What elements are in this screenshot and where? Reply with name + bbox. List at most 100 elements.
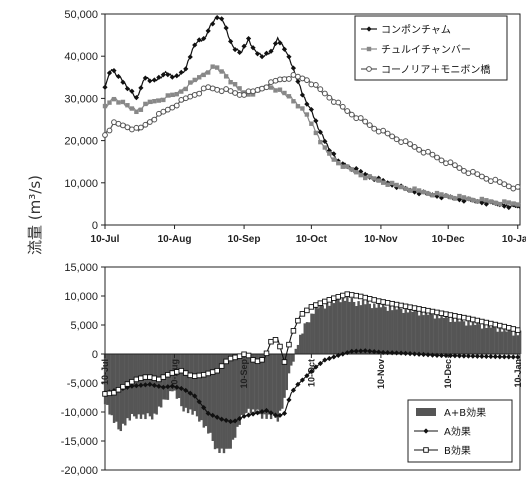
data-point <box>340 292 346 299</box>
data-point <box>196 372 202 379</box>
data-point <box>173 102 180 109</box>
data-point <box>483 353 489 360</box>
data-point <box>340 161 346 167</box>
data-point <box>429 352 436 358</box>
data-point <box>389 180 395 186</box>
data-point <box>362 118 369 125</box>
data-point <box>308 106 314 113</box>
bar <box>404 308 407 354</box>
data-point <box>416 191 422 197</box>
bar <box>465 325 468 354</box>
data-point <box>160 384 166 390</box>
data-point <box>259 54 265 60</box>
data-point <box>115 73 122 80</box>
data-point <box>223 417 229 423</box>
data-point <box>133 383 140 389</box>
data-point <box>268 338 274 345</box>
data-point <box>421 189 426 195</box>
data-point <box>124 86 131 92</box>
bar <box>233 354 237 438</box>
data-point <box>371 125 378 132</box>
data-point <box>443 160 449 167</box>
data-point <box>143 101 148 107</box>
bar <box>500 331 504 354</box>
bar <box>274 354 277 418</box>
data-point <box>102 84 108 90</box>
data-point <box>357 115 364 121</box>
data-point <box>492 321 499 328</box>
data-point <box>313 302 319 308</box>
data-point <box>183 86 188 92</box>
bar <box>103 354 107 405</box>
data-point <box>322 138 328 144</box>
data-point <box>200 372 207 378</box>
data-point <box>515 202 520 207</box>
bar <box>299 334 302 354</box>
data-point <box>385 182 390 187</box>
series-3 <box>102 72 521 192</box>
bar <box>512 335 515 354</box>
data-point <box>331 151 337 157</box>
data-point <box>303 77 310 84</box>
x-tick-label: 10-Nov <box>364 234 398 245</box>
data-point <box>470 197 476 203</box>
data-point <box>152 99 157 104</box>
data-point <box>331 157 337 162</box>
data-point <box>416 146 422 153</box>
bar <box>449 322 452 354</box>
data-point <box>443 311 449 317</box>
data-point <box>515 354 521 360</box>
bar <box>422 315 425 354</box>
bar <box>110 354 114 416</box>
data-point <box>385 350 391 356</box>
data-point <box>286 76 292 82</box>
bar <box>494 327 497 354</box>
data-point <box>425 191 431 196</box>
data-point <box>416 306 422 312</box>
data-point <box>452 162 458 169</box>
data-point <box>219 416 225 422</box>
data-point <box>429 151 436 158</box>
data-point <box>282 90 287 96</box>
bar <box>435 313 439 354</box>
data-point <box>178 367 185 374</box>
bar <box>453 321 457 354</box>
data-point <box>151 375 158 381</box>
legend-label: A効果 <box>444 425 471 438</box>
data-point <box>151 382 157 388</box>
data-point <box>295 381 301 387</box>
bar <box>496 331 499 354</box>
data-point <box>362 171 368 177</box>
bar <box>177 354 181 399</box>
data-point <box>237 86 242 91</box>
data-point <box>510 354 516 360</box>
data-point <box>345 164 350 169</box>
bar <box>276 354 280 422</box>
bar <box>292 354 295 362</box>
data-point <box>286 341 292 348</box>
data-point <box>501 323 508 330</box>
bar <box>265 354 268 419</box>
data-point <box>456 314 463 320</box>
data-point <box>192 77 197 83</box>
data-point <box>465 315 472 322</box>
data-point <box>407 351 413 357</box>
y-tick-label: 50,000 <box>64 9 98 21</box>
bar <box>189 354 192 410</box>
data-point <box>250 411 256 417</box>
data-point <box>389 350 395 356</box>
bar <box>316 308 320 354</box>
data-point <box>263 50 270 56</box>
data-point <box>448 194 453 200</box>
bar <box>408 307 412 354</box>
legend-label: コンポンチャム <box>381 24 451 36</box>
data-point <box>411 305 418 311</box>
data-point <box>201 72 206 78</box>
data-point <box>398 139 405 146</box>
data-point <box>478 173 485 180</box>
x-tick-label: 10-Nov <box>376 359 386 389</box>
series-b <box>102 291 521 397</box>
data-point <box>326 297 333 303</box>
data-point <box>277 40 283 46</box>
